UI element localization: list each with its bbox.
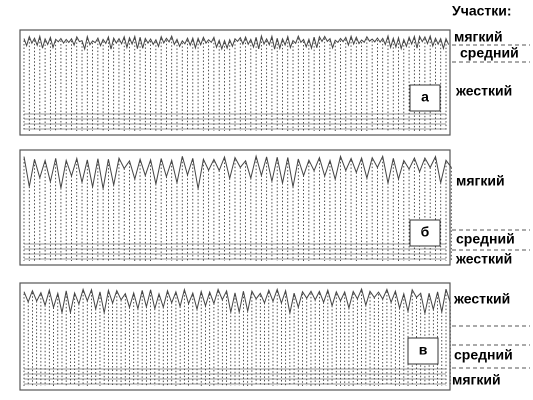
- panel-letter: б: [421, 224, 430, 240]
- zone-label: жесткий: [453, 291, 510, 307]
- trace-wave: [23, 34, 450, 51]
- zone-label: средний: [454, 347, 513, 363]
- zone-label: средний: [460, 45, 519, 61]
- zone-label: мягкий: [456, 173, 505, 189]
- panel: [19, 149, 452, 266]
- panel: [19, 282, 451, 391]
- panel-letter: в: [419, 342, 428, 358]
- letter-box: [409, 219, 441, 247]
- letter-box: [407, 337, 439, 365]
- panel: [19, 29, 451, 136]
- trace-wave: [23, 154, 452, 189]
- trace-wave: [23, 287, 451, 314]
- panel-frame: [19, 29, 451, 136]
- zone-label: жесткий: [455, 83, 512, 99]
- heading: Участки:: [452, 3, 512, 19]
- panel-frame: [19, 149, 451, 266]
- panel-letter: а: [421, 89, 429, 105]
- letter-box: [409, 84, 441, 112]
- zone-label: жесткий: [455, 251, 512, 267]
- zone-label: мягкий: [454, 29, 503, 45]
- zone-label: средний: [456, 231, 515, 247]
- zone-label: мягкий: [452, 372, 501, 388]
